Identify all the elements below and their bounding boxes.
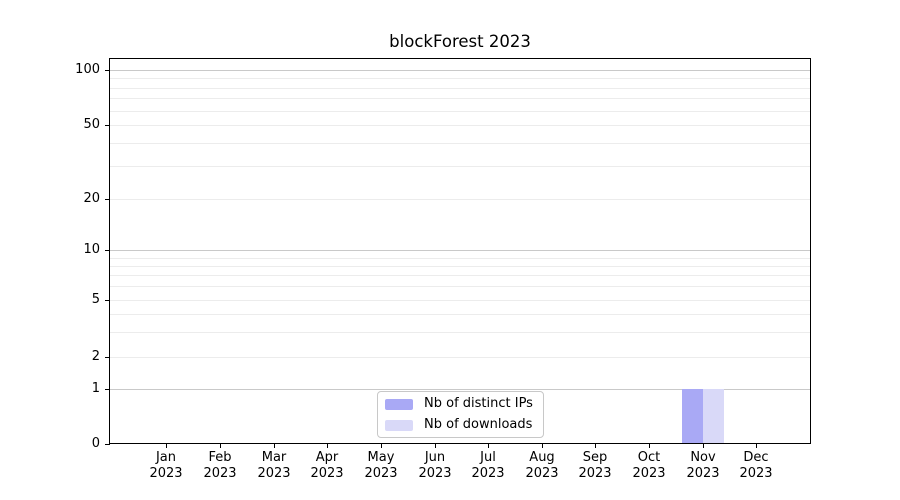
y-tick-label: 50 [83,117,100,132]
x-tick-mark [274,443,276,448]
y-tick-label: 10 [83,242,100,257]
y-minor-gridline [110,266,810,267]
y-tick-label: 1 [91,381,100,396]
legend: Nb of distinct IPs Nb of downloads [377,391,544,438]
plot-area: blockForest 2023 100 50 20 10 5 2 1 0 Jan 2023 Feb… [75,32,811,481]
y-minor-gridline [110,300,810,301]
y-tick-mark [105,125,110,127]
x-tick-mark [220,443,222,448]
y-minor-gridline [110,275,810,276]
y-major-gridline [110,70,810,71]
x-tick-label: Nov 2023 [686,450,720,481]
x-tick-mark [381,443,383,448]
y-minor-gridline [110,78,810,79]
legend-label-downloads: Nb of downloads [424,417,533,432]
legend-swatch-distinct-ips [385,398,413,410]
y-tick-mark [105,389,110,391]
legend-item-distinct-ips: Nb of distinct IPs [385,395,543,413]
x-tick-label: Mar 2023 [257,450,291,481]
x-tick-label: Sep 2023 [578,450,612,481]
legend-item-downloads: Nb of downloads [385,416,543,434]
y-tick-mark [105,444,110,446]
y-tick-label: 5 [91,292,100,307]
y-minor-gridline [110,286,810,287]
x-tick-label: Jun 2023 [418,450,452,481]
y-minor-gridline [110,166,810,167]
x-tick-mark [649,443,651,448]
y-tick-label: 2 [91,349,100,364]
x-tick-mark [488,443,490,448]
y-tick-label: 100 [75,62,100,77]
x-tick-label: Jul 2023 [471,450,505,481]
x-tick-mark [435,443,437,448]
x-tick-label: Oct 2023 [632,450,666,481]
y-minor-gridline [110,357,810,358]
y-tick-label: 0 [91,436,100,451]
x-tick-label: May 2023 [364,450,398,481]
x-tick-label: Dec 2023 [739,450,773,481]
y-tick-label: 20 [83,191,100,206]
bar-distinct-ips [682,389,703,443]
y-tick-mark [105,250,110,252]
x-tick-mark [595,443,597,448]
y-tick-mark [105,70,110,72]
x-tick-mark [327,443,329,448]
x-tick-mark [756,443,758,448]
x-tick-mark [703,443,705,448]
legend-swatch-downloads [385,419,413,431]
x-tick-mark [542,443,544,448]
x-tick-label: Jan 2023 [149,450,183,481]
y-tick-mark [105,357,110,359]
x-tick-label: Feb 2023 [203,450,237,481]
legend-label-distinct-ips: Nb of distinct IPs [424,396,533,411]
y-minor-gridline [110,125,810,126]
y-tick-mark [105,199,110,201]
y-tick-mark [105,300,110,302]
bar-downloads [703,389,724,443]
x-tick-label: Apr 2023 [310,450,344,481]
x-tick-mark [166,443,168,448]
y-minor-gridline [110,332,810,333]
y-major-gridline [110,250,810,251]
chart-title: blockForest 2023 [389,32,531,51]
y-minor-gridline [110,143,810,144]
y-minor-gridline [110,199,810,200]
y-minor-gridline [110,314,810,315]
y-minor-gridline [110,111,810,112]
y-minor-gridline [110,258,810,259]
y-major-gridline [110,389,810,390]
y-minor-gridline [110,98,810,99]
y-minor-gridline [110,88,810,89]
x-tick-label: Aug 2023 [525,450,559,481]
